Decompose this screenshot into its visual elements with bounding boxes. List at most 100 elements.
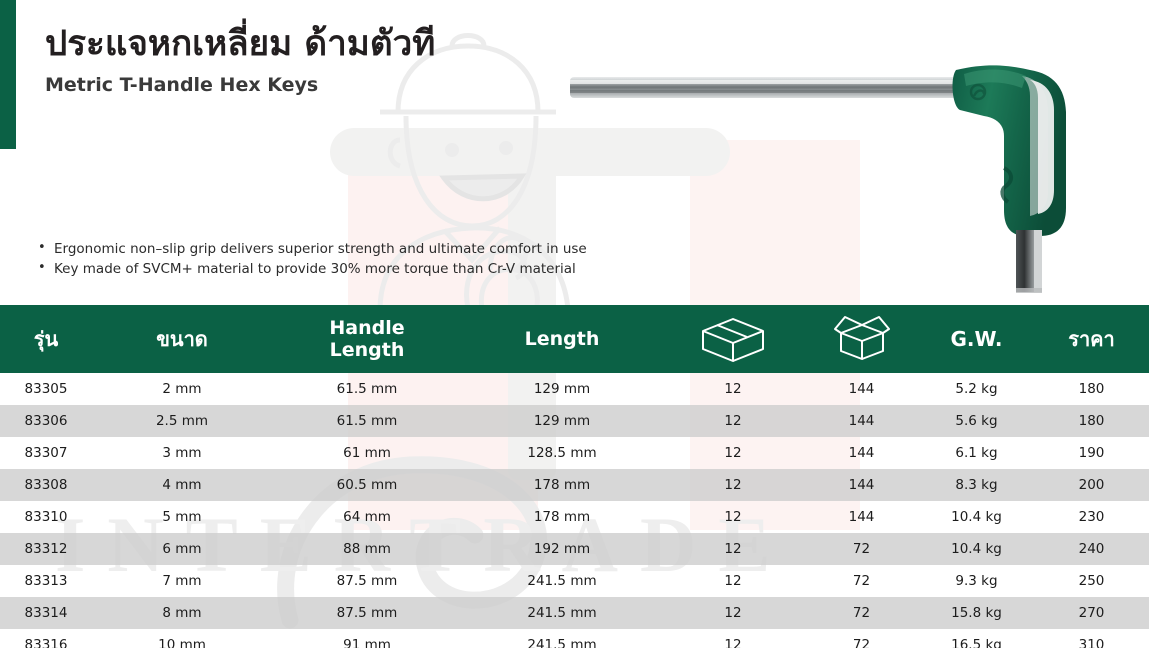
- cell-length: 241.5 mm: [527, 637, 597, 648]
- table-header-row: รุ่น ขนาด Handle Length Length: [0, 305, 1149, 373]
- cell-model: 83316: [24, 637, 68, 648]
- cell-price: 180: [1078, 413, 1105, 429]
- column-header-outer-quantity: [804, 315, 919, 363]
- cell-price: 250: [1078, 573, 1105, 589]
- cell-handle-length: 88 mm: [343, 541, 391, 557]
- cell-inner-qty: 12: [724, 445, 742, 461]
- feature-item: Key made of SVCM+ material to provide 30…: [38, 258, 587, 279]
- table-row: 83308 4 mm 60.5 mm 178 mm 12 144 8.3 kg …: [0, 469, 1149, 501]
- page-title-english: Metric T-Handle Hex Keys: [45, 74, 319, 96]
- cell-handle-length: 64 mm: [343, 509, 391, 525]
- cell-outer-qty: 144: [848, 445, 875, 461]
- cell-model: 83305: [24, 381, 68, 397]
- page-title-thai: ประแจหกเหลี่ยม ด้ามตัวที: [45, 24, 436, 64]
- column-header-inner-quantity: [662, 315, 804, 363]
- cell-inner-qty: 12: [724, 637, 742, 648]
- open-box-icon: [833, 316, 890, 360]
- brand-accent-bar: [0, 0, 16, 149]
- closed-box-icon: [702, 318, 764, 362]
- cell-handle-length: 60.5 mm: [336, 477, 398, 493]
- cell-gross-weight: 6.1 kg: [955, 445, 998, 461]
- cell-size: 2 mm: [162, 381, 202, 397]
- cell-price: 180: [1078, 381, 1105, 397]
- cell-outer-qty: 144: [848, 509, 875, 525]
- cell-handle-length: 87.5 mm: [336, 573, 398, 589]
- feature-list: Ergonomic non–slip grip delivers superio…: [38, 238, 587, 279]
- cell-length: 129 mm: [533, 413, 591, 429]
- table-row: 83310 5 mm 64 mm 178 mm 12 144 10.4 kg 2…: [0, 501, 1149, 533]
- cell-handle-length: 61.5 mm: [336, 381, 398, 397]
- cell-inner-qty: 12: [724, 413, 742, 429]
- cell-inner-qty: 12: [724, 605, 742, 621]
- cell-model: 83307: [24, 445, 68, 461]
- cell-length: 178 mm: [533, 477, 591, 493]
- cell-model: 83313: [24, 573, 68, 589]
- cell-model: 83308: [24, 477, 68, 493]
- cell-gross-weight: 10.4 kg: [951, 541, 1002, 557]
- cell-model: 83310: [24, 509, 68, 525]
- cell-inner-qty: 12: [724, 573, 742, 589]
- cell-model: 83312: [24, 541, 68, 557]
- cell-size: 7 mm: [162, 573, 202, 589]
- cell-handle-length: 61.5 mm: [336, 413, 398, 429]
- cell-size: 4 mm: [162, 477, 202, 493]
- table-row: 83306 2.5 mm 61.5 mm 129 mm 12 144 5.6 k…: [0, 405, 1149, 437]
- specifications-table: รุ่น ขนาด Handle Length Length: [0, 305, 1149, 648]
- column-header-model: รุ่น: [33, 327, 59, 351]
- cell-gross-weight: 5.2 kg: [955, 381, 998, 397]
- cell-price: 270: [1078, 605, 1105, 621]
- cell-gross-weight: 5.6 kg: [955, 413, 998, 429]
- cell-outer-qty: 72: [852, 573, 871, 589]
- table-row: 83312 6 mm 88 mm 192 mm 12 72 10.4 kg 24…: [0, 533, 1149, 565]
- column-header-handle-length-line2: Length: [329, 339, 405, 361]
- cell-inner-qty: 12: [724, 541, 742, 557]
- feature-item: Ergonomic non–slip grip delivers superio…: [38, 238, 587, 259]
- cell-gross-weight: 10.4 kg: [951, 509, 1002, 525]
- cell-size: 8 mm: [162, 605, 202, 621]
- cell-length: 128.5 mm: [527, 445, 597, 461]
- cell-price: 310: [1078, 637, 1105, 648]
- cell-handle-length: 87.5 mm: [336, 605, 398, 621]
- cell-length: 192 mm: [533, 541, 591, 557]
- cell-gross-weight: 16.5 kg: [951, 637, 1002, 648]
- cell-outer-qty: 144: [848, 381, 875, 397]
- cell-outer-qty: 144: [848, 413, 875, 429]
- column-header-handle-length-line1: Handle: [329, 317, 405, 339]
- column-header-price: ราคา: [1068, 327, 1115, 351]
- cell-length: 129 mm: [533, 381, 591, 397]
- cell-size: 6 mm: [162, 541, 202, 557]
- cell-model: 83306: [24, 413, 68, 429]
- table-row: 83314 8 mm 87.5 mm 241.5 mm 12 72 15.8 k…: [0, 597, 1149, 629]
- cell-inner-qty: 12: [724, 477, 742, 493]
- table-row: 83313 7 mm 87.5 mm 241.5 mm 12 72 9.3 kg…: [0, 565, 1149, 597]
- cell-size: 3 mm: [162, 445, 202, 461]
- cell-length: 241.5 mm: [527, 573, 597, 589]
- table-row: 83307 3 mm 61 mm 128.5 mm 12 144 6.1 kg …: [0, 437, 1149, 469]
- cell-length: 178 mm: [533, 509, 591, 525]
- product-photo-t-handle-hex-key: [570, 65, 1066, 293]
- cell-size: 2.5 mm: [155, 413, 209, 429]
- cell-outer-qty: 144: [848, 477, 875, 493]
- cell-handle-length: 61 mm: [343, 445, 391, 461]
- column-header-gross-weight: G.W.: [950, 327, 1003, 351]
- cell-size: 10 mm: [158, 637, 206, 648]
- cell-handle-length: 91 mm: [343, 637, 391, 648]
- cell-length: 241.5 mm: [527, 605, 597, 621]
- cell-price: 240: [1078, 541, 1105, 557]
- column-header-handle-length: Handle Length: [272, 317, 462, 361]
- cell-price: 200: [1078, 477, 1105, 493]
- cell-gross-weight: 9.3 kg: [955, 573, 998, 589]
- cell-model: 83314: [24, 605, 68, 621]
- column-header-size: ขนาด: [156, 327, 208, 351]
- table-row: 83305 2 mm 61.5 mm 129 mm 12 144 5.2 kg …: [0, 373, 1149, 405]
- cell-size: 5 mm: [162, 509, 202, 525]
- cell-price: 230: [1078, 509, 1105, 525]
- table-body: 83305 2 mm 61.5 mm 129 mm 12 144 5.2 kg …: [0, 373, 1149, 648]
- cell-inner-qty: 12: [724, 381, 742, 397]
- cell-gross-weight: 8.3 kg: [955, 477, 998, 493]
- cell-outer-qty: 72: [852, 605, 871, 621]
- cell-price: 190: [1078, 445, 1105, 461]
- table-row: 83316 10 mm 91 mm 241.5 mm 12 72 16.5 kg…: [0, 629, 1149, 648]
- cell-outer-qty: 72: [852, 637, 871, 648]
